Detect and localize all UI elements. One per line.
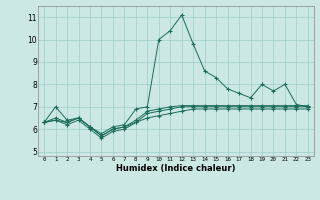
X-axis label: Humidex (Indice chaleur): Humidex (Indice chaleur) (116, 164, 236, 173)
